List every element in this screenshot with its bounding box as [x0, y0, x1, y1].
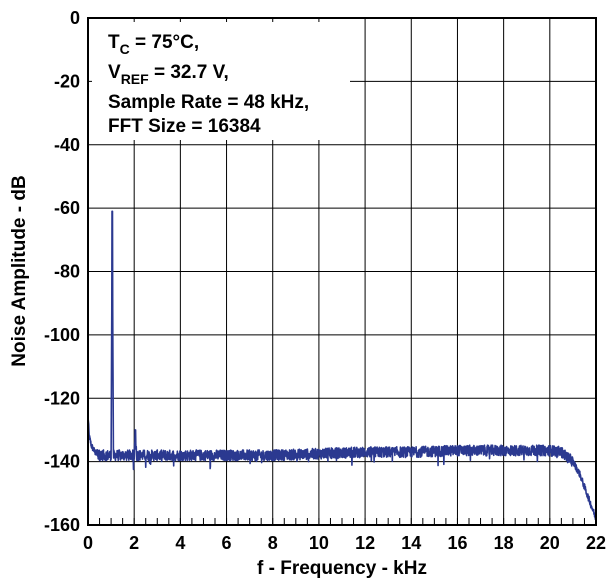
x-tick-label: 20 [540, 533, 560, 553]
annotation-line-4: FFT Size = 16384 [108, 116, 261, 137]
y-tick-label: -20 [54, 71, 80, 91]
x-axis-label: f - Frequency - kHz [257, 558, 427, 579]
annotation-line-2: VREF = 32.7 V, [108, 62, 229, 87]
y-tick-label: -40 [54, 135, 80, 155]
x-tick-label: 8 [268, 533, 278, 553]
y-tick-labels: 0 -20 -40 -60 -80 -100 -120 -140 -160 [44, 8, 80, 535]
y-axis-label: Noise Amplitude - dB [9, 175, 30, 366]
y-tick-label: -140 [44, 452, 80, 472]
y-tick-label: -60 [54, 198, 80, 218]
annotation-box [92, 22, 350, 140]
y-tick-label: -100 [44, 325, 80, 345]
plot-frame [87, 17, 597, 526]
series-line [87, 210, 597, 520]
x-tick-label: 18 [494, 533, 514, 553]
y-tick-label: -160 [44, 515, 80, 535]
annotation-line-3: Sample Rate = 48 kHz, [108, 92, 309, 113]
x-tick-label: 2 [129, 533, 139, 553]
x-tick-label: 14 [401, 533, 421, 553]
x-tick-label: 10 [309, 533, 329, 553]
x-tick-label: 22 [586, 533, 606, 553]
y-tick-label: 0 [70, 8, 80, 28]
x-tick-label: 0 [83, 533, 93, 553]
x-tick-label: 4 [175, 533, 185, 553]
x-tick-label: 6 [222, 533, 232, 553]
annotation-line-1: TC = 75°C, [108, 32, 199, 57]
x-tick-labels: 0 2 4 6 8 10 12 14 16 18 20 22 [83, 533, 606, 553]
x-tick-label: 16 [447, 533, 467, 553]
x-tick-label: 12 [355, 533, 375, 553]
y-tick-label: -120 [44, 388, 80, 408]
y-tick-label: -80 [54, 262, 80, 282]
